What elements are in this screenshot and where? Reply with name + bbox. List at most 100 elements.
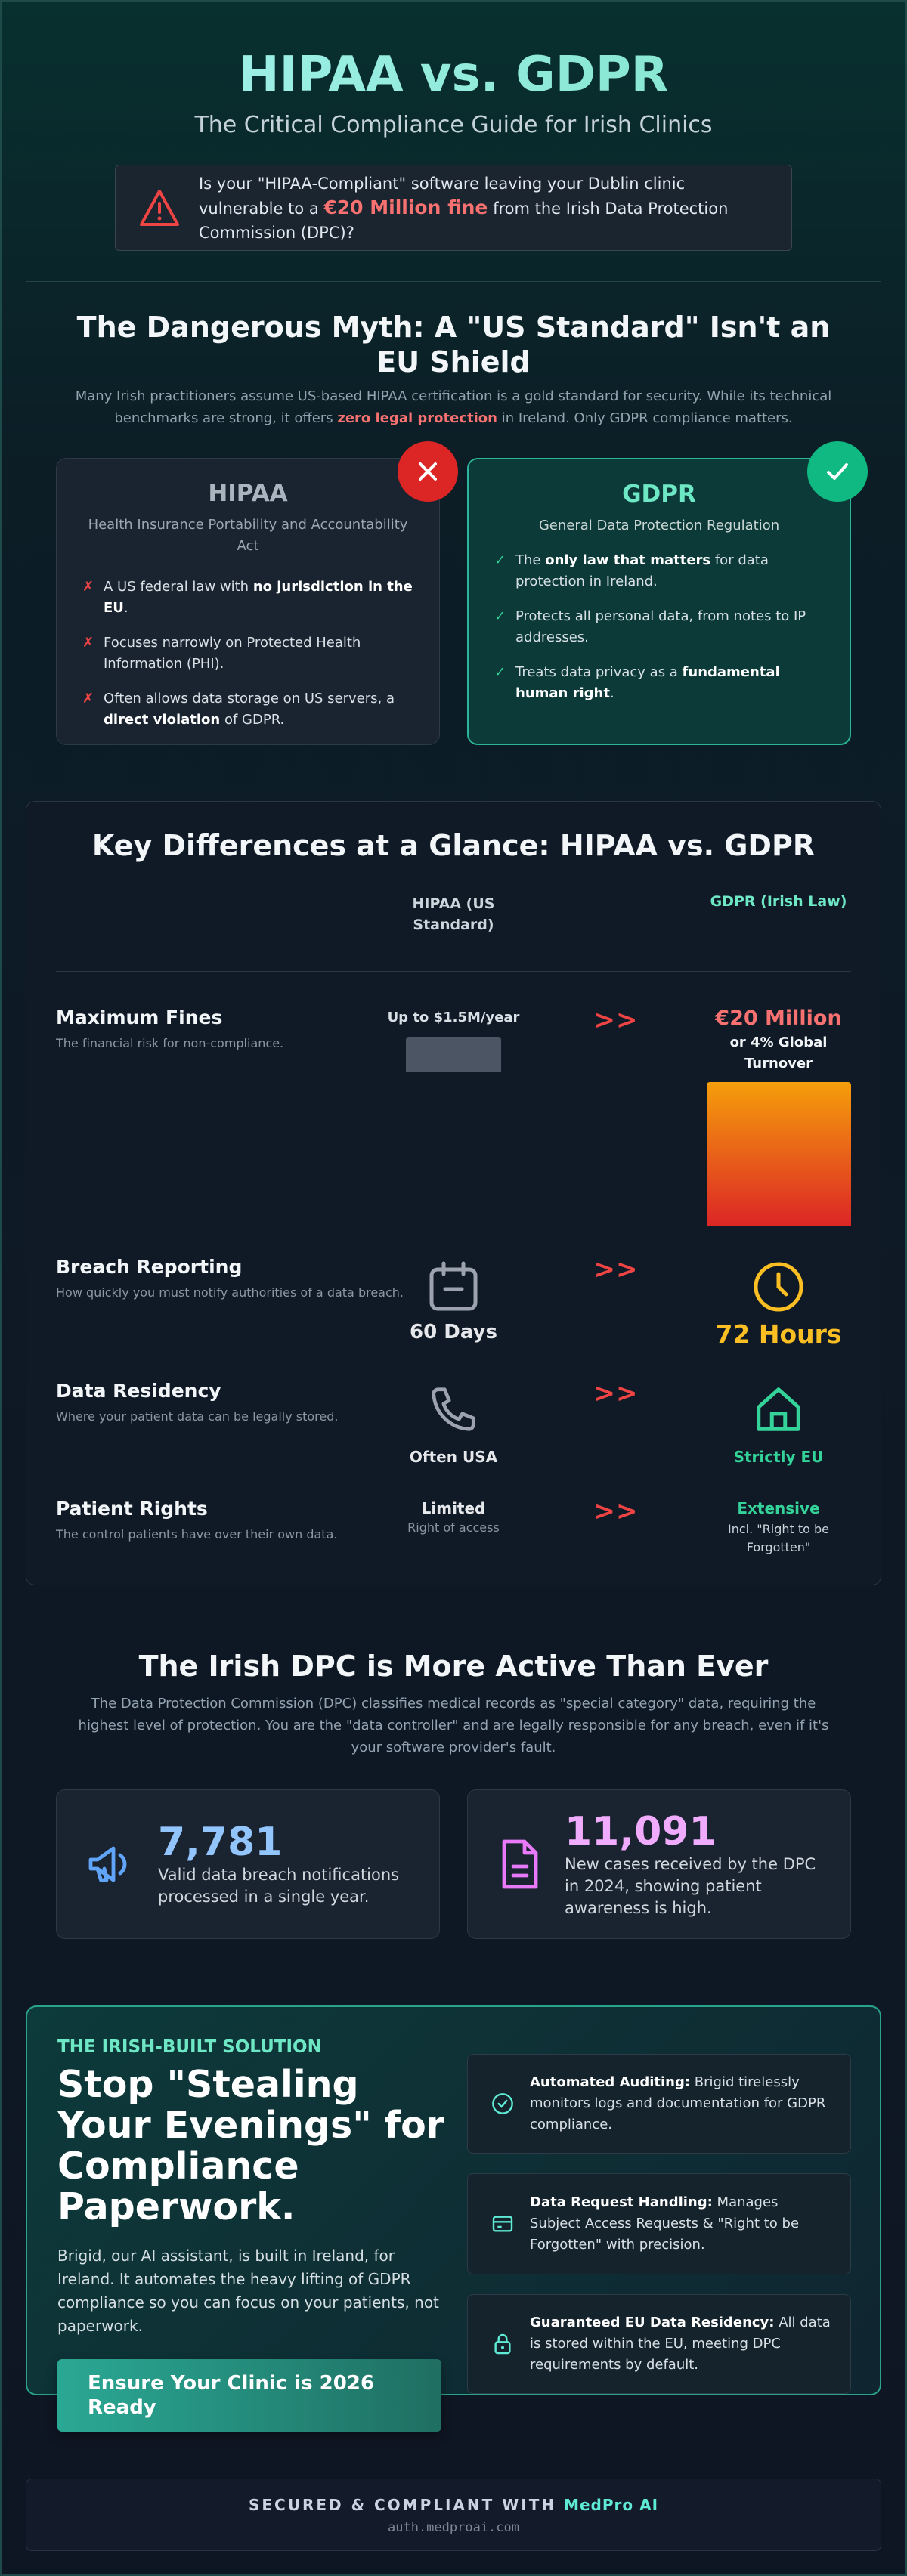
- text: of GDPR.: [220, 712, 285, 728]
- section-intro: Many Irish practitioners assume US-based…: [68, 385, 839, 429]
- column-header: HIPAA (US Standard): [412, 895, 495, 933]
- gdpr-value: Strictly EU: [733, 1448, 824, 1466]
- stat-value: 11,091: [565, 1808, 717, 1854]
- section-title: The Irish DPC is More Active Than Ever: [138, 1650, 769, 1683]
- feature-title: Guaranteed EU Data Residency:: [530, 2315, 775, 2330]
- emphasis: direct violation: [104, 712, 221, 728]
- solution-content: THE IRISH-BUILT SOLUTION Stop "Stealing …: [57, 2037, 450, 2432]
- gdpr-card: GDPR General Data Protection Regulation …: [467, 458, 851, 745]
- card-item: ✗ Focuses narrowly on Protected Health In…: [82, 632, 413, 675]
- stat-text: Valid data breach notifications processe…: [158, 1866, 400, 1906]
- marker: ✓: [494, 552, 506, 568]
- text: The: [515, 552, 546, 568]
- feature-title: Automated Auditing:: [530, 2074, 691, 2090]
- marker: ✓: [494, 608, 506, 624]
- divider: [56, 971, 851, 972]
- calendar-icon: [429, 1261, 478, 1311]
- emphasis: only law that matters: [545, 552, 711, 568]
- row-description: The financial risk for non-compliance.: [56, 1036, 284, 1050]
- solution-text: Brigid, our AI assistant, is built in Ir…: [57, 2247, 439, 2335]
- solution-title: Stop "Stealing Your Evenings" for Compli…: [57, 2063, 444, 2228]
- feature-text: Manages Subject Access Requests & "Right…: [530, 2194, 800, 2253]
- arrow: >>: [593, 1005, 639, 1035]
- x-badge: [398, 441, 458, 502]
- title: HIPAA vs. GDPR: [0, 47, 907, 103]
- header: HIPAA vs. GDPR The Critical Compliance G…: [0, 47, 907, 138]
- footer-url: auth.medproai.com: [388, 2520, 519, 2535]
- document-icon: [502, 1839, 538, 1889]
- text: .: [123, 600, 128, 616]
- warning-icon: [140, 190, 179, 226]
- marker: ✗: [82, 691, 94, 707]
- column-header: GDPR (Irish Law): [710, 893, 847, 910]
- card-title: GDPR: [622, 481, 696, 508]
- text: .: [609, 685, 614, 701]
- feature-text: Brigid tirelessly monitors logs and docu…: [530, 2074, 826, 2132]
- feature-card: Guaranteed EU Data Residency: All data i…: [467, 2294, 851, 2394]
- card-item: ✓ The only law that matters for data prot…: [494, 550, 824, 592]
- marker: ✗: [82, 635, 94, 651]
- marker: ✗: [82, 579, 94, 595]
- section-title: The Dangerous Myth: A "US Standard" Isn'…: [76, 311, 831, 379]
- emphasis: no jurisdiction in the EU: [104, 579, 413, 616]
- hipaa-value: Often USA: [409, 1448, 498, 1466]
- row-description: How quickly you must notify authorities …: [56, 1285, 404, 1300]
- section-intro: The Data Protection Commission (DPC) cla…: [78, 1696, 829, 1755]
- feature-card: Data Request Handling: Manages Subject A…: [467, 2173, 851, 2274]
- text: Focuses narrowly on Protected Health Inf…: [104, 635, 361, 672]
- row-label: Breach Reporting: [56, 1256, 243, 1278]
- row-label-block: Patient Rights The control patients have …: [56, 1498, 373, 1544]
- section-title: Key Differences at a Glance: HIPAA vs. G…: [91, 829, 816, 862]
- cta-button[interactable]: Ensure Your Clinic is 2026 Ready: [57, 2359, 441, 2432]
- text: in Ireland. Only GDPR compliance matters…: [497, 410, 793, 426]
- text: SECURED & COMPLIANT WITH: [248, 2496, 565, 2514]
- row-label: Data Residency: [56, 1380, 221, 1402]
- card-subtitle: General Data Protection Regulation: [538, 518, 780, 533]
- text: Many Irish practitioners assume US-based…: [75, 388, 832, 426]
- card-icon: [492, 2216, 513, 2232]
- gdpr-value: 72 Hours: [715, 1319, 842, 1349]
- feature-title: Data Request Handling:: [530, 2194, 713, 2210]
- stat-card: 11,091 New cases received by the DPC in 2…: [467, 1789, 851, 1939]
- footer-text: SECURED & COMPLIANT WITH MedPro AI: [26, 2496, 881, 2514]
- divider: [26, 281, 881, 282]
- row-label-block: Data Residency Where your patient data ca…: [56, 1380, 373, 1426]
- text: Treats data privacy as a: [515, 664, 683, 680]
- clock-icon: [754, 1262, 803, 1312]
- text: Is your "HIPAA-Compliant" software leavi…: [199, 174, 686, 218]
- text: Protects all personal data, from notes t…: [515, 608, 806, 645]
- arrow: >>: [593, 1378, 639, 1409]
- hipaa-value: 60 Days: [410, 1321, 497, 1344]
- text: for data protection in Ireland.: [515, 552, 769, 589]
- row-label-block: Maximum Fines The financial risk for non-…: [56, 1007, 373, 1053]
- card-item: ✗ A US federal law with no jurisdiction i…: [82, 577, 413, 619]
- arrow: >>: [593, 1496, 639, 1526]
- card-item: ✓ Treats data privacy as a fundamental hu…: [494, 662, 824, 704]
- gdpr-value: Extensive: [737, 1499, 820, 1517]
- hipaa-card: HIPAA Health Insurance Portability and A…: [56, 458, 440, 745]
- phone-icon: [432, 1387, 475, 1431]
- text: A US federal law with: [104, 579, 253, 595]
- eyebrow: THE IRISH-BUILT SOLUTION: [57, 2037, 322, 2057]
- row-description: Where your patient data can be legally s…: [56, 1409, 339, 1424]
- footer: SECURED & COMPLIANT WITH MedPro AI auth.…: [26, 2479, 881, 2551]
- gdpr-note: or 4% Global Turnover: [729, 1034, 828, 1072]
- feature-card: Automated Auditing: Brigid tirelessly mo…: [467, 2054, 851, 2154]
- row-label: Maximum Fines: [56, 1007, 223, 1028]
- stat-card: 7,781 Valid data breach notifications pro…: [56, 1789, 440, 1939]
- row-label-block: Breach Reporting How quickly you must not…: [56, 1256, 404, 1302]
- marker: ✓: [494, 664, 506, 680]
- emphasis: fundamental human right: [515, 664, 780, 701]
- row-description: The control patients have over their own…: [56, 1527, 338, 1542]
- gdpr-note: Incl. "Right to be Forgotten": [728, 1522, 829, 1554]
- text: Often allows data storage on US servers,…: [104, 691, 395, 707]
- hipaa-value: Up to $1.5M/year: [387, 1010, 520, 1025]
- check-badge: [807, 441, 868, 502]
- subtitle: The Critical Compliance Guide for Irish …: [194, 112, 713, 138]
- card-item: ✗ Often allows data storage on US servers…: [82, 688, 413, 731]
- card-item: ✓ Protects all personal data, from notes …: [494, 606, 824, 648]
- house-icon: [757, 1387, 800, 1431]
- text: from the Irish Data Protection Commissio…: [199, 199, 729, 242]
